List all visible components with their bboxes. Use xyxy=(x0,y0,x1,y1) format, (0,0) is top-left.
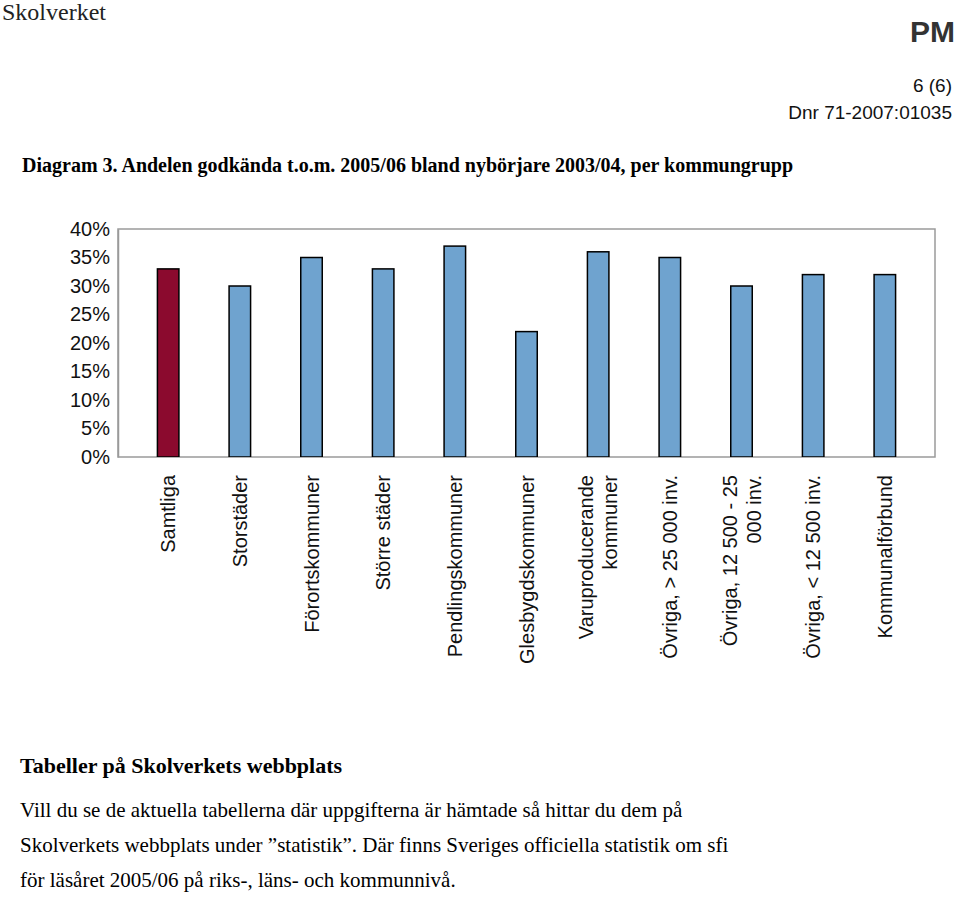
x-tick-label: Övriga, > 25 000 inv. xyxy=(659,475,681,659)
y-tick-label: 25% xyxy=(70,303,110,325)
page: Skolverket PM 6 (6) Dnr 71-2007:01035 Diagra… xyxy=(0,0,960,899)
bars xyxy=(157,246,895,457)
bar xyxy=(372,269,394,457)
bar xyxy=(802,275,824,457)
y-tick: 25% xyxy=(70,303,118,325)
doc-type: PM xyxy=(910,15,955,48)
y-tick: 20% xyxy=(70,332,118,354)
x-tick-label: Glesbygdskommuner xyxy=(516,475,538,664)
y-tick-label: 40% xyxy=(70,218,110,240)
section-heading: Tabeller på Skolverkets webbplats xyxy=(20,753,343,778)
x-tick-label: Samtliga xyxy=(157,474,179,553)
y-tick: 30% xyxy=(70,275,118,297)
y-tick-label: 10% xyxy=(70,389,110,411)
y-tick-label: 20% xyxy=(70,332,110,354)
y-tick: 40% xyxy=(70,218,118,240)
y-tick-label: 30% xyxy=(70,275,110,297)
bar xyxy=(731,286,753,457)
x-tick-label: Varuproducerandekommuner xyxy=(575,475,621,640)
y-tick-label: 5% xyxy=(81,417,110,439)
x-tick-label: Större städer xyxy=(372,475,394,591)
paragraph-line: Skolverkets webbplats under ”statistik”.… xyxy=(20,833,728,857)
paragraph-line: Vill du se de aktuella tabellerna där up… xyxy=(20,798,683,822)
x-tick-label: Övriga, < 12 500 inv. xyxy=(802,475,824,659)
y-tick: 35% xyxy=(70,246,118,268)
y-tick-label: 0% xyxy=(81,446,110,468)
bar xyxy=(587,252,609,457)
org-name: Skolverket xyxy=(2,0,106,25)
bar xyxy=(301,258,323,458)
page-number: 6 (6) xyxy=(913,75,952,96)
bar xyxy=(444,246,466,457)
bar xyxy=(874,275,896,457)
doc-ref: Dnr 71-2007:01035 xyxy=(788,102,952,123)
x-tick-label: Kommunalförbund xyxy=(874,475,896,638)
y-tick: 10% xyxy=(70,389,118,411)
bar xyxy=(659,258,681,458)
y-tick: 15% xyxy=(70,360,118,382)
paragraph-line: för läsåret 2005/06 på riks-, läns- och … xyxy=(20,868,456,892)
chart-title: Diagram 3. Andelen godkända t.o.m. 2005/… xyxy=(22,154,793,177)
x-tick-label: Förortskommuner xyxy=(301,475,323,633)
bar xyxy=(516,332,538,457)
y-tick: 0% xyxy=(81,446,118,468)
y-axis-line xyxy=(118,230,120,458)
bar xyxy=(229,286,251,457)
x-tick-label: Storstäder xyxy=(229,475,251,568)
x-axis-labels: Samtliga Storstäder Förortskommuner Större … xyxy=(157,474,896,664)
plot-frame xyxy=(118,229,935,457)
x-tick-label: Pendlingskommuner xyxy=(444,475,466,658)
y-tick-label: 15% xyxy=(70,360,110,382)
bar xyxy=(157,269,179,457)
x-tick-label: Övriga, 12 500 - 25000 inv. xyxy=(719,475,765,646)
y-tick-label: 35% xyxy=(70,246,110,268)
y-tick: 5% xyxy=(81,417,118,439)
y-axis: 0% 5% 10% 15% 20% 25% 30% 35% 40% xyxy=(70,218,119,468)
